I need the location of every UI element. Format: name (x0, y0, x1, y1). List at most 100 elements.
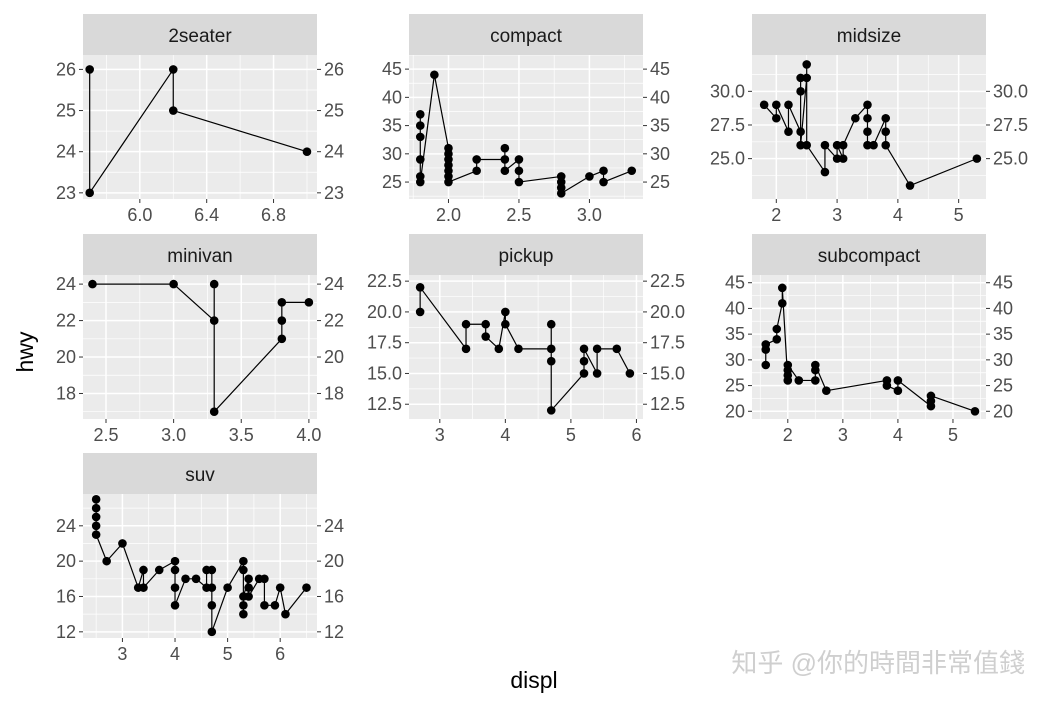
data-point (91, 521, 101, 531)
panel-background (83, 55, 317, 199)
y-tick-label-left: 45 (382, 59, 402, 79)
data-point (796, 87, 805, 96)
data-point (881, 127, 891, 137)
facet-panel-pickup: pickup 3 4 5 6 12.5 12.5 15.0 15.0 17.5 17.5 20.0 20… (367, 234, 685, 445)
data-point (207, 583, 217, 592)
grid-lines (752, 55, 986, 199)
data-point (838, 154, 848, 163)
data-point (822, 386, 831, 396)
y-tick-label-right: 22.5 (650, 271, 685, 291)
data-point (244, 583, 253, 592)
data-point (170, 583, 180, 592)
data-point (260, 574, 269, 584)
facet-strip-label: midsize (837, 26, 901, 47)
data-point (784, 127, 793, 137)
data-point (599, 166, 608, 176)
data-point (277, 298, 287, 307)
y-tick-label-right: 20.0 (650, 302, 685, 322)
data-point (244, 592, 253, 601)
data-point (209, 316, 219, 325)
data-point (444, 177, 453, 187)
data-point (761, 360, 771, 370)
data-point (207, 627, 217, 637)
y-tick-label-right: 30 (650, 144, 670, 164)
data-point (139, 565, 148, 575)
x-tick-label: 6.4 (194, 205, 219, 225)
y-tick-label-right: 24 (324, 274, 344, 294)
data-point (85, 65, 94, 74)
watermark-text: 知乎 @你的時間非常值錢 (731, 648, 1025, 678)
data-point (863, 100, 872, 110)
data-point (863, 127, 872, 137)
x-tick-label: 5 (948, 425, 958, 445)
data-point (759, 100, 769, 110)
data-point (191, 574, 201, 584)
y-tick-label-right: 45 (993, 273, 1013, 293)
data-point (302, 147, 312, 156)
data-point (304, 298, 314, 307)
facet-strip (83, 453, 317, 494)
data-point (239, 601, 248, 610)
data-point (546, 406, 556, 415)
x-tick-label: 5 (954, 205, 964, 225)
y-tick-label-left: 24 (56, 142, 76, 162)
data-point (168, 106, 178, 115)
data-point (472, 166, 481, 176)
y-tick-label-left: 25.0 (710, 149, 745, 169)
x-tick-label: 2.5 (93, 425, 118, 445)
x-tick-label: 6 (275, 644, 285, 664)
facet-panel-suv: suv 3 4 5 6 12 12 16 16 20 20 24 24 (56, 453, 344, 664)
data-point (882, 381, 892, 390)
facet-panel-2seater: 2seater 6.0 6.4 6.8 23 23 24 24 25 25 26 26 (56, 14, 344, 225)
data-point (239, 609, 248, 619)
facet-panel-midsize: midsize 2 3 4 5 25.0 25.0 27.5 27.5 30.0 30.0 (710, 14, 1028, 225)
facet-strip (752, 14, 986, 55)
x-tick-label: 4 (170, 644, 180, 664)
data-point (118, 539, 127, 548)
data-point (275, 583, 285, 592)
data-point (277, 316, 287, 325)
y-tick-label-right: 20 (993, 401, 1013, 421)
data-point (820, 167, 830, 177)
y-tick-label-right: 25.0 (993, 149, 1028, 169)
data-point (260, 601, 269, 610)
y-tick-label-right: 22 (324, 311, 344, 331)
y-tick-label-left: 30 (382, 144, 402, 164)
data-point (905, 181, 915, 190)
data-point (415, 155, 425, 164)
data-point (170, 565, 180, 575)
data-point (546, 319, 556, 329)
y-tick-label-right: 15.0 (650, 363, 685, 383)
y-tick-label-left: 18 (56, 383, 76, 403)
data-point (85, 188, 94, 198)
y-tick-label-left: 30.0 (710, 81, 745, 101)
data-point (796, 140, 805, 150)
data-point (302, 583, 311, 592)
data-point (281, 609, 290, 619)
y-tick-label-left: 35 (382, 116, 402, 136)
data-point (579, 356, 589, 366)
data-point (863, 113, 872, 123)
data-point (811, 360, 820, 370)
data-point (461, 319, 471, 329)
data-point (461, 344, 471, 354)
y-tick-label-left: 12 (56, 622, 76, 642)
x-tick-label: 6.8 (261, 205, 286, 225)
data-point (970, 406, 980, 416)
data-point (772, 113, 781, 123)
data-point (869, 140, 878, 150)
y-tick-label-left: 27.5 (710, 115, 745, 135)
y-tick-label-right: 30.0 (993, 81, 1028, 101)
facet-strip-label: compact (490, 26, 563, 47)
data-point (592, 344, 602, 354)
x-tick-label: 6 (631, 425, 641, 445)
facet-strip (83, 14, 317, 55)
data-point (88, 279, 97, 289)
data-point (514, 177, 524, 187)
y-tick-label-left: 40 (725, 298, 745, 318)
y-tick-label-left: 40 (382, 87, 402, 107)
y-tick-label-left: 17.5 (367, 333, 402, 353)
y-tick-label-left: 22.5 (367, 271, 402, 291)
